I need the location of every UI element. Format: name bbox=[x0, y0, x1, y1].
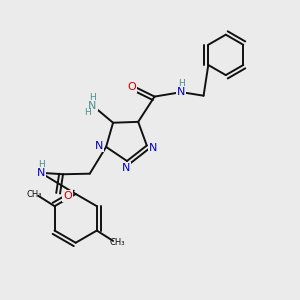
Text: N: N bbox=[177, 87, 185, 97]
Text: CH₃: CH₃ bbox=[26, 190, 41, 199]
Text: H: H bbox=[178, 79, 185, 88]
Text: H: H bbox=[84, 108, 91, 117]
Text: N: N bbox=[37, 168, 45, 178]
Text: N: N bbox=[88, 100, 97, 110]
Text: N: N bbox=[149, 143, 158, 153]
Text: CH₃: CH₃ bbox=[110, 238, 125, 247]
Text: O: O bbox=[127, 82, 136, 92]
Text: N: N bbox=[94, 141, 103, 151]
Text: O: O bbox=[63, 191, 72, 201]
Text: N: N bbox=[122, 163, 130, 172]
Text: H: H bbox=[38, 160, 45, 169]
Text: H: H bbox=[89, 93, 96, 102]
